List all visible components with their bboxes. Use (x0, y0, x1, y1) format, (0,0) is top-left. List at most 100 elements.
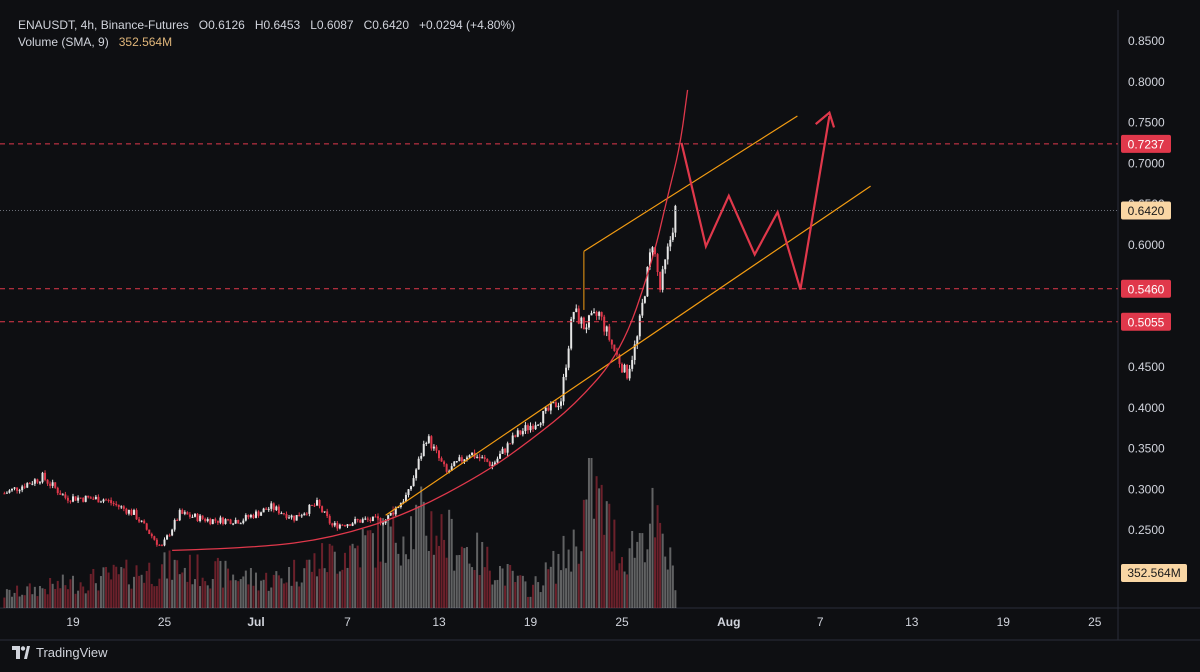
candle-body (51, 482, 54, 486)
volume-bar (183, 567, 186, 608)
y-tick-label: 0.4000 (1128, 401, 1165, 415)
candle-body (5, 492, 8, 494)
candle-body (219, 517, 222, 523)
candle-body (349, 524, 352, 526)
candle-body (438, 450, 440, 459)
volume-bar (277, 575, 280, 608)
candle-body (36, 479, 39, 483)
volume-bar (608, 503, 611, 608)
volume-bar (463, 548, 466, 608)
volume-bar (145, 570, 148, 608)
volume-bar (336, 573, 339, 608)
volume-bar (298, 586, 301, 608)
candle-body (206, 519, 209, 522)
candle-body (514, 435, 517, 437)
volume-bar (31, 594, 34, 608)
candle-body (664, 259, 667, 270)
volume-bar (613, 519, 616, 608)
candle-body (415, 469, 418, 479)
candle-body (16, 487, 19, 491)
candle-body (105, 499, 108, 501)
candle-body (440, 458, 443, 462)
candle-body (41, 472, 44, 483)
candle-body (377, 516, 379, 519)
candle-body (280, 513, 283, 515)
candle-body (557, 405, 560, 408)
candle-body (77, 497, 80, 501)
volume-bar (432, 554, 435, 608)
volume-bar (206, 585, 209, 608)
candle-body (252, 514, 255, 518)
tradingview-logo[interactable]: TradingView (12, 645, 108, 660)
candle-body (232, 523, 235, 525)
volume-bar (562, 535, 565, 608)
volume-bar (23, 595, 26, 608)
candle-body (305, 513, 308, 515)
candle-body (590, 312, 593, 316)
candle-body (379, 518, 382, 524)
candle-body (186, 512, 189, 515)
volume-bar (74, 593, 77, 608)
candle-body (636, 336, 639, 345)
chart-legend: ENAUSDT, 4h, Binance-Futures O0.6126 H0.… (18, 17, 515, 51)
volume-bar (97, 590, 100, 608)
y-tick-label: 0.2500 (1128, 523, 1165, 537)
candle-body (272, 503, 275, 510)
volume-bar (341, 569, 344, 608)
volume-bar (537, 582, 540, 608)
candle-body (626, 364, 629, 379)
volume-bar (26, 586, 29, 608)
volume-bar (435, 535, 438, 608)
volume-bar (659, 522, 662, 608)
candle-body (234, 520, 237, 524)
y-tick-label: 0.7500 (1128, 116, 1165, 130)
candle-body (194, 513, 196, 517)
candle-body (82, 498, 85, 502)
level-price-label: 0.7237 (1128, 137, 1165, 151)
candle-body (168, 535, 171, 537)
volume-bar (181, 572, 184, 608)
candle-body (23, 486, 26, 488)
volume-bar (476, 532, 479, 608)
candle-body (338, 524, 341, 529)
volume-bar (255, 572, 257, 608)
candle-body (402, 501, 405, 504)
volume-bar (633, 557, 636, 608)
candle-body (445, 464, 448, 472)
parabolic-support-curve (172, 89, 689, 552)
volume-bar (554, 583, 557, 608)
candle-body (425, 442, 428, 444)
volume-bar (110, 579, 113, 608)
volume-bar (232, 574, 235, 608)
candle-body (499, 453, 501, 459)
volume-bar (155, 586, 158, 608)
candle-body (92, 498, 95, 500)
y-tick-label: 0.8500 (1128, 34, 1165, 48)
candle-body (122, 506, 125, 509)
volume-bar (333, 551, 336, 608)
volume-bar (77, 590, 80, 608)
candle-body (54, 482, 57, 488)
candle-body (8, 490, 11, 493)
candle-body (321, 506, 324, 513)
current-price-label: 0.6420 (1128, 204, 1165, 218)
volume-bar (120, 567, 123, 608)
x-tick-label: 25 (615, 615, 629, 629)
candle-body (476, 456, 479, 458)
candle-body (361, 519, 364, 523)
volume-bar (321, 543, 324, 608)
volume-bar (511, 570, 514, 608)
volume-bar (160, 564, 163, 608)
volume-bar (560, 570, 562, 608)
volume-bar (387, 514, 390, 608)
volume-bar (221, 587, 224, 608)
volume-bar (117, 574, 120, 608)
volume-bar (8, 589, 11, 608)
candle-body (603, 316, 606, 332)
volume-bar (544, 562, 547, 608)
volume-bar (133, 576, 135, 608)
candle-body (99, 501, 102, 503)
candle-body (585, 327, 588, 330)
candle-body (316, 500, 318, 506)
